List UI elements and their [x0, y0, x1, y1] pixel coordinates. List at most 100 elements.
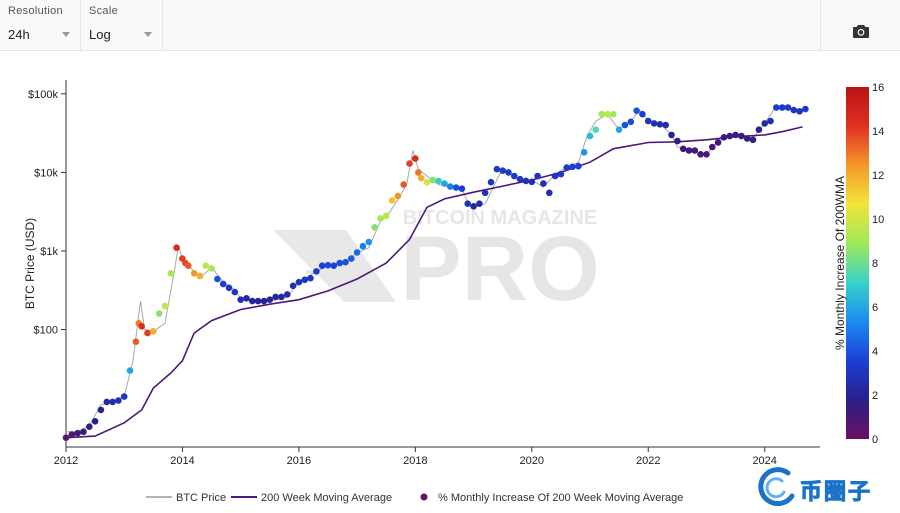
- price-marker: [185, 262, 192, 270]
- price-marker: [610, 110, 617, 118]
- price-marker: [115, 397, 122, 404]
- price-marker: [755, 126, 763, 133]
- price-marker: [586, 132, 594, 140]
- price-marker: [528, 178, 536, 186]
- price-marker: [249, 297, 256, 305]
- price-marker: [86, 423, 93, 431]
- scale-select[interactable]: Scale Log: [81, 0, 163, 50]
- price-marker: [254, 297, 262, 305]
- price-marker: [120, 393, 128, 400]
- colorbar-tick-label: 2: [872, 390, 878, 402]
- price-marker: [336, 259, 344, 267]
- price-marker: [784, 104, 792, 111]
- price-marker: [295, 278, 303, 286]
- price-marker: [144, 329, 151, 337]
- price-marker: [348, 255, 355, 262]
- scale-label: Scale: [89, 5, 119, 17]
- price-marker: [796, 108, 803, 115]
- legend-label: % Monthly Increase Of 200 Week Moving Av…: [438, 492, 683, 504]
- price-marker: [289, 282, 297, 290]
- price-marker: [435, 177, 442, 185]
- price-marker: [260, 297, 268, 305]
- y-tick-label: $10k: [34, 167, 58, 179]
- resolution-select[interactable]: Resolution 24h: [0, 0, 81, 50]
- price-marker: [499, 167, 507, 174]
- brand-watermark: 币圈子: [752, 462, 900, 513]
- watermark-line2: PRO: [400, 218, 599, 320]
- price-marker: [109, 398, 116, 406]
- price-marker: [150, 328, 157, 335]
- price-marker: [97, 406, 105, 414]
- price-marker: [353, 249, 361, 256]
- price-marker: [324, 261, 332, 269]
- chevron-down-icon: [62, 32, 70, 37]
- price-marker: [237, 296, 244, 304]
- price-marker: [633, 107, 640, 114]
- price-marker: [668, 131, 675, 139]
- price-marker: [132, 338, 140, 346]
- scale-value[interactable]: Log: [89, 27, 111, 42]
- chevron-down-icon: [144, 32, 152, 37]
- price-marker: [604, 110, 611, 118]
- price-marker: [412, 155, 419, 162]
- x-tick-label: 2016: [287, 455, 311, 467]
- price-marker: [167, 270, 175, 277]
- toolbar: Resolution 24h Scale Log: [0, 0, 900, 51]
- y-axis-title: BTC Price (USD): [23, 218, 37, 309]
- y-tick-label: $1k: [40, 246, 58, 258]
- price-marker: [441, 180, 448, 187]
- price-marker: [575, 162, 582, 170]
- price-marker: [580, 149, 588, 156]
- price-marker: [714, 139, 722, 146]
- colorbar-tick-label: 4: [872, 346, 878, 358]
- legend-swatch: [420, 493, 428, 501]
- price-marker: [615, 126, 623, 133]
- price-marker: [400, 181, 408, 188]
- price-marker: [388, 197, 396, 204]
- price-marker: [225, 284, 233, 292]
- price-marker: [767, 117, 774, 125]
- price-marker: [627, 118, 635, 126]
- x-tick-label: 2012: [54, 455, 78, 467]
- camera-icon: [853, 25, 869, 38]
- price-marker: [674, 137, 681, 145]
- x-tick-label: 2014: [170, 455, 194, 467]
- price-marker: [447, 183, 454, 190]
- x-tick-label: 2018: [403, 455, 427, 467]
- price-marker: [487, 178, 495, 186]
- price-marker: [656, 121, 664, 128]
- price-marker: [761, 120, 768, 127]
- resolution-value[interactable]: 24h: [8, 27, 30, 42]
- price-marker: [516, 175, 524, 183]
- colorbar-tick-label: 10: [872, 214, 884, 226]
- colorbar-tick-label: 0: [872, 434, 878, 446]
- price-marker: [266, 296, 274, 304]
- colorbar-tick-label: 16: [872, 82, 884, 94]
- price-marker: [138, 323, 145, 330]
- price-marker: [778, 104, 786, 111]
- price-marker: [394, 192, 402, 200]
- legend-label: BTC Price: [176, 492, 226, 504]
- price-marker: [493, 165, 501, 173]
- price-marker: [62, 434, 70, 442]
- price-marker: [243, 295, 250, 302]
- price-marker: [476, 200, 483, 207]
- price-marker: [272, 293, 279, 301]
- price-marker: [173, 244, 180, 251]
- price-marker: [429, 176, 437, 184]
- y-tick-label: $100k: [28, 89, 58, 101]
- price-marker: [423, 178, 431, 186]
- colorbar-tick-label: 12: [872, 170, 884, 182]
- price-marker: [522, 177, 530, 185]
- price-marker: [202, 262, 209, 270]
- price-marker: [749, 136, 757, 144]
- price-marker: [452, 184, 460, 191]
- price-marker: [650, 120, 658, 127]
- price-marker: [214, 275, 221, 283]
- colorbar-tick-label: 14: [872, 126, 884, 138]
- price-marker: [598, 110, 605, 118]
- price-marker: [743, 135, 751, 142]
- price-marker: [592, 126, 600, 133]
- camera-button[interactable]: [820, 0, 900, 50]
